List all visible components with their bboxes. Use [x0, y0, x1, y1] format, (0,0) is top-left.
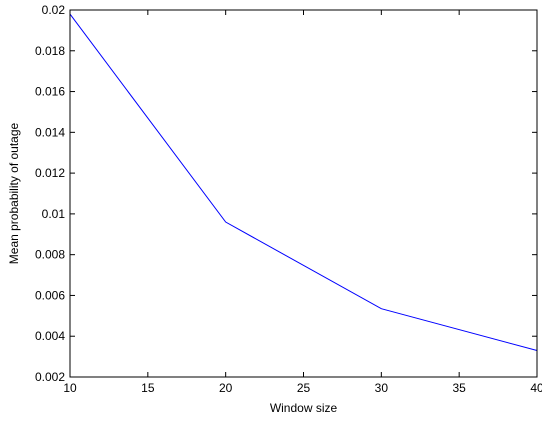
y-tick-label: 0.014: [35, 125, 65, 139]
y-tick-label: 0.008: [35, 248, 65, 262]
x-tick-label: 10: [63, 381, 77, 395]
y-tick-label: 0.02: [42, 3, 66, 17]
series-layer: [69, 13, 538, 351]
y-tick-label: 0.006: [35, 288, 65, 302]
y-tick-label: 0.016: [35, 85, 65, 99]
x-tick-label: 30: [375, 381, 389, 395]
x-tick-label: 20: [219, 381, 233, 395]
series-line: [69, 13, 538, 351]
x-tick-label: 35: [452, 381, 466, 395]
x-axis-label: Window size: [270, 401, 338, 415]
x-tick-label: 40: [530, 381, 542, 395]
y-axis: 0.002 0.004 0.006 0.008 0.01 0.012 0.014 0.016 0…: [35, 3, 537, 384]
y-tick-label: 0.012: [35, 166, 65, 180]
x-axis: 10 15 20 25 30 35 40: [63, 10, 542, 395]
y-tick-label: 0.002: [35, 370, 65, 384]
y-tick-label: 0.018: [35, 44, 65, 58]
x-tick-label: 25: [297, 381, 311, 395]
x-tick-label: 15: [141, 381, 155, 395]
y-axis-label: Mean probability of outage: [7, 122, 21, 264]
y-tick-label: 0.01: [42, 207, 66, 221]
y-tick-label: 0.004: [35, 329, 65, 343]
